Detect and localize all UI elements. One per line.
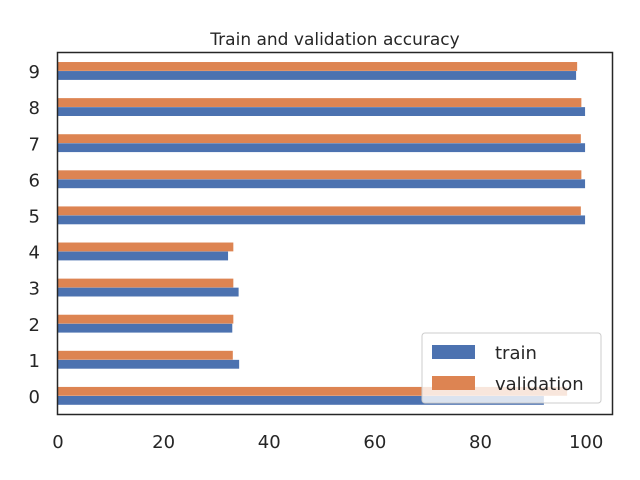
bar-train-5	[58, 215, 586, 225]
y-tick-label: 1	[29, 351, 40, 372]
bar-train-8	[58, 107, 586, 116]
x-tick-label: 100	[569, 432, 603, 453]
bar-validation-9	[58, 62, 578, 71]
bar-validation-1	[58, 350, 233, 360]
y-tick-label: 7	[29, 134, 40, 155]
bar-train-9	[58, 71, 577, 80]
y-tick-label: 9	[29, 62, 40, 83]
bar-train-7	[58, 143, 586, 153]
legend-label-train: train	[495, 343, 537, 364]
y-tick-label: 2	[29, 315, 40, 336]
bar-train-0	[58, 395, 544, 405]
x-tick-label: 0	[52, 432, 63, 453]
bar-validation-8	[58, 98, 582, 107]
chart-title: Train and validation accuracy	[209, 30, 459, 50]
x-tick-label: 20	[152, 432, 175, 453]
bar-validation-0	[58, 386, 568, 396]
x-tick-label: 60	[363, 432, 386, 453]
y-tick-label: 0	[29, 387, 40, 408]
bar-train-3	[58, 287, 239, 297]
bar-validation-7	[58, 134, 581, 144]
bar-validation-5	[58, 206, 581, 216]
bar-train-4	[58, 251, 229, 261]
bar-train-2	[58, 323, 233, 333]
bars-layer	[58, 62, 586, 405]
legend-swatch-validation	[432, 376, 475, 390]
bar-validation-2	[58, 314, 234, 324]
bar-validation-4	[58, 242, 234, 252]
plot-frame	[56, 51, 614, 416]
y-tick-labels: 0 1 2 3 4 5 6 7 8 9	[29, 62, 40, 408]
bar-train-6	[58, 179, 586, 189]
x-tick-labels: 0 20 40 60 80 100	[52, 432, 603, 453]
bar-validation-6	[58, 170, 582, 180]
y-tick-label: 8	[29, 98, 40, 119]
y-tick-label: 5	[29, 206, 40, 227]
bar-validation-3	[58, 278, 234, 288]
x-tick-label: 40	[258, 432, 281, 453]
legend-label-validation: validation	[495, 374, 584, 395]
legend-swatch-train	[432, 345, 475, 359]
legend: train validation	[421, 332, 602, 404]
y-tick-label: 3	[29, 279, 40, 300]
x-tick-label: 80	[469, 432, 492, 453]
y-tick-label: 4	[29, 243, 40, 264]
y-tick-label: 6	[29, 170, 40, 191]
bar-train-1	[58, 359, 240, 369]
